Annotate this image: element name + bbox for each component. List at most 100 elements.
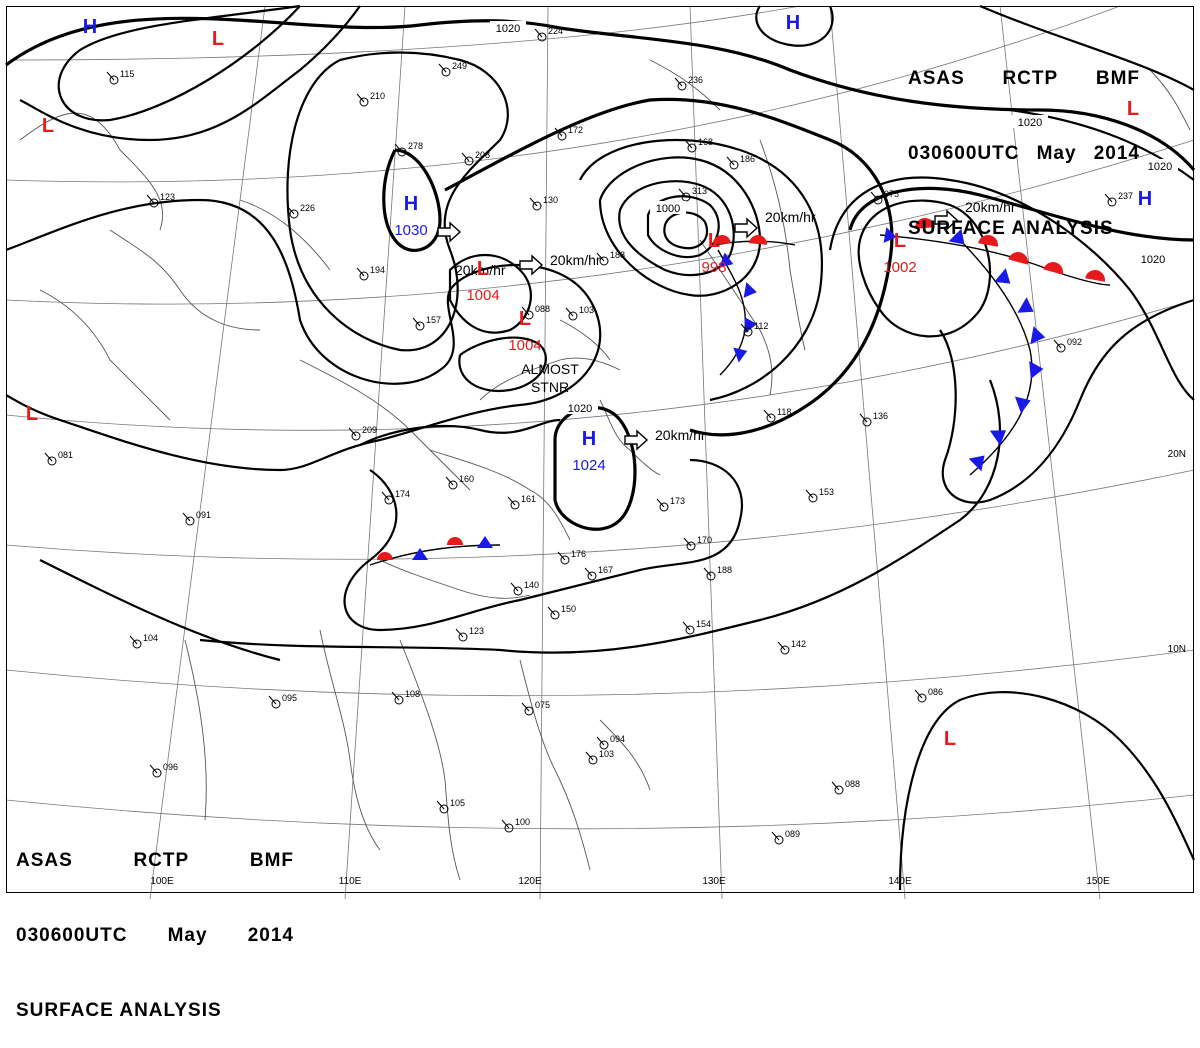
motion-label: 20km/hr — [455, 262, 506, 278]
station-pressure: 154 — [696, 619, 711, 629]
meridian-line — [829, 5, 906, 899]
station-plot: 140 — [510, 580, 539, 596]
station-pressure: 186 — [740, 154, 755, 164]
station-plot: 086 — [914, 687, 943, 703]
isobar — [898, 691, 1195, 891]
wind-barb — [129, 635, 138, 645]
station-circle — [588, 755, 598, 765]
isobar — [5, 198, 602, 472]
station-circle — [510, 500, 520, 510]
cold-front-marker — [719, 252, 734, 268]
header-line1-a: ASAS — [16, 850, 73, 871]
wind-barb — [683, 537, 692, 547]
cold-front-marker — [1029, 361, 1044, 379]
header-line1-b: RCTP — [133, 850, 190, 871]
wind-barb — [1053, 339, 1062, 349]
wind-barb — [438, 63, 447, 73]
station-pressure: 086 — [928, 687, 943, 697]
warm-front-marker — [1085, 270, 1105, 282]
coastline — [239, 199, 331, 271]
wind-barb — [656, 498, 665, 508]
center-pressure: 1030 — [394, 222, 427, 239]
latitude-line — [5, 794, 1195, 830]
header-line2-b: May — [1036, 143, 1077, 164]
cold-front-triangle — [948, 228, 965, 245]
warm-front-semicircle — [749, 235, 767, 245]
station-circle — [513, 586, 523, 596]
station-circle — [780, 645, 790, 655]
motion-label: 20km/hr — [965, 199, 1016, 215]
station-plot: 154 — [682, 619, 711, 635]
station-circle — [808, 493, 818, 503]
station-plot: 075 — [870, 189, 899, 205]
cold-front-marker — [883, 227, 897, 243]
meridian-line — [344, 5, 406, 899]
station-plot: 186 — [726, 154, 755, 170]
isobar-label: 1020 — [568, 403, 592, 415]
isobar — [979, 4, 1195, 91]
cold-front-marker — [1014, 396, 1031, 414]
station-pressure: 100 — [515, 817, 530, 827]
center-pressure: 1004 — [508, 337, 541, 354]
station-plot: 176 — [557, 549, 586, 565]
meridian-line — [149, 5, 266, 899]
wind-barb — [585, 751, 594, 761]
isobar-label-bg — [490, 21, 526, 34]
cold-front-marker — [1030, 326, 1046, 344]
station-circle — [685, 625, 695, 635]
station-pressure: 123 — [469, 626, 484, 636]
station-plot: 236 — [674, 75, 703, 91]
wind-barb — [501, 819, 510, 829]
longitude-label: 140E — [888, 876, 912, 887]
station-circle — [464, 156, 474, 166]
wind-barb — [771, 831, 780, 841]
station-pressure: 313 — [692, 186, 707, 196]
station-plot: 096 — [149, 762, 178, 778]
center-pressure: 998 — [701, 259, 726, 276]
station-pressure: 167 — [598, 565, 613, 575]
wind-barb — [44, 452, 53, 462]
meridian-line — [689, 5, 723, 899]
station-circle — [185, 516, 195, 526]
latitude-line — [5, 299, 1195, 431]
motion-arrow — [519, 254, 544, 276]
station-pressure: 094 — [610, 734, 625, 744]
cold-front-triangle — [1030, 326, 1046, 344]
cold-front-triangle — [994, 268, 1011, 284]
low-center: L — [1127, 98, 1139, 120]
station-plot: 142 — [777, 639, 806, 655]
cold-front-triangle — [719, 252, 734, 268]
station-plot: 209 — [348, 425, 377, 441]
warm-front-marker — [1008, 252, 1028, 265]
station-circle — [599, 740, 609, 750]
station-circle — [687, 143, 697, 153]
station-circle — [560, 555, 570, 565]
wind-barb — [182, 512, 191, 522]
wind-barb — [565, 307, 574, 317]
cold-front-marker — [989, 430, 1007, 446]
coastline — [1149, 69, 1191, 131]
warm-front-semicircle — [1085, 270, 1105, 282]
station-circle — [599, 256, 609, 266]
isobar-label: 1020 — [1018, 117, 1042, 129]
station-plot: 161 — [507, 494, 536, 510]
warm-front-semicircle — [377, 552, 393, 560]
cold-front-marker — [968, 455, 985, 472]
high-center: H — [786, 12, 800, 34]
low-center: L — [519, 308, 531, 330]
wind-barb — [268, 695, 277, 705]
header-line2-c: 2014 — [1093, 143, 1140, 164]
station-pressure: 150 — [561, 604, 576, 614]
station-pressure: 161 — [521, 494, 536, 504]
station-plot: 150 — [547, 604, 576, 620]
center-pressure: 1002 — [883, 259, 916, 276]
warm-front-semicircle — [713, 235, 731, 245]
station-plots: 224 249 210 278 226 194 157 208 172 130 188 168 236 1… — [44, 26, 1133, 845]
station-pressure: 081 — [58, 450, 73, 460]
station-plot: 168 — [684, 137, 713, 153]
isobar — [828, 176, 1195, 401]
latitude-line — [9, 5, 801, 61]
station-circle — [1056, 343, 1066, 353]
latitude-label: 10N — [1168, 644, 1186, 655]
station-pressure: 091 — [196, 510, 211, 520]
